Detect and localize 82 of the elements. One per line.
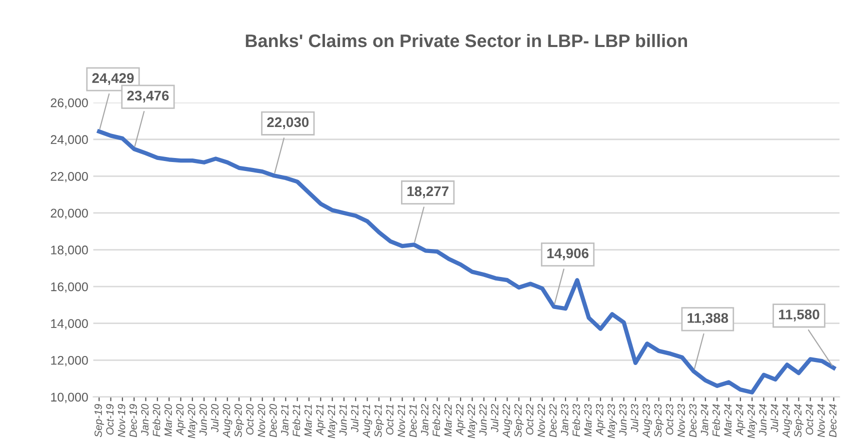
x-tick-label: Jul-20 [210,404,219,432]
x-tick-label: Sep-20 [234,404,244,438]
x-tick-label: Feb-21 [292,404,300,437]
x-tick-label: Mar-20 [164,404,172,436]
x-tick-label: Nov-21 [398,404,406,438]
x-tick-label: May-21 [328,404,338,438]
x-tick-label: Oct-22 [526,404,534,435]
x-tick-label: Jan-20 [141,404,149,436]
x-tick-label: Jan-23 [560,404,568,436]
x-tick-label: Nov-20 [258,404,266,438]
y-tick-label: 12,000 [51,356,88,366]
y-tick-label: 24,000 [50,135,88,146]
y-tick-label: 10,000 [51,392,88,404]
x-tick-label: Sep-23 [654,404,664,438]
x-tick-label: May-24 [747,404,757,438]
y-tick-label: 18,000 [51,246,88,256]
x-tick-label: Dec-24 [829,404,836,438]
x-tick-label: Dec-19 [130,404,137,438]
x-tick-label: Jun-21 [339,404,347,436]
y-tick-label: 16,000 [51,282,88,293]
x-tick-label: Sep-19 [94,404,104,438]
y-tick-label: 22,000 [50,172,88,182]
x-tick-label: Mar-23 [584,404,592,436]
x-tick-label: Mar-24 [724,404,732,436]
annotation: 23,476 [127,90,169,103]
annotation: 22,030 [267,117,309,130]
x-tick-label: May-20 [188,404,198,438]
x-tick-label: Jan-22 [421,404,428,436]
x-tick-label: Jun-22 [479,404,487,436]
x-tick-label: Oct-23 [666,404,674,435]
x-tick-label: May-23 [608,404,618,438]
line-series [97,129,836,394]
x-tick-label: Jun-24 [759,404,767,436]
x-tick-label: Dec-22 [549,404,557,438]
x-tick-label: Aug-21 [362,404,372,438]
x-tick-label: Apr-20 [176,404,186,436]
x-tick-label: Apr-21 [316,404,326,436]
annotation: 14,906 [547,248,588,260]
x-tick-label: Jun-23 [619,404,627,436]
x-tick-label: Aug-20 [222,404,232,438]
x-tick-label: Feb-22 [432,404,440,437]
x-tick-label: Nov-22 [538,404,545,438]
x-tick-label: Apr-23 [596,404,606,436]
x-tick-label: Jul-22 [490,404,498,432]
x-tick-label: Aug-24 [782,404,792,438]
x-tick-label: Nov-19 [118,404,126,438]
x-tick-label: Jul-24 [770,404,778,432]
chart-title: Banks' Claims on Private Sector in LBP- LBP billion [246,34,688,48]
x-tick-label: Sep-24 [794,404,804,438]
x-tick-label: Aug-22 [502,404,512,438]
x-tick-label: Dec-20 [269,404,277,438]
x-tick-label: Apr-22 [456,404,466,436]
x-tick-label: Feb-20 [152,404,160,437]
annotation: 11,388 [688,313,728,325]
y-tick-label: 26,000 [50,98,88,109]
x-tick-label: Feb-23 [572,404,580,437]
x-tick-label: Dec-23 [689,404,697,438]
annotation: 11,580 [778,310,820,322]
x-tick-label: Jul-23 [630,404,638,432]
y-tick-label: 20,000 [50,208,88,220]
x-tick-label: Jan-24 [700,404,708,436]
y-tick-label: 14,000 [51,319,88,330]
x-tick-label: Aug-23 [642,404,652,438]
x-tick-label: Oct-19 [106,404,114,435]
x-tick-label: Oct-21 [386,404,394,435]
x-tick-label: Dec-21 [409,404,417,438]
x-tick-label: Jul-21 [350,404,358,432]
x-tick-label: Jun-20 [199,404,207,436]
x-tick-label: Oct-24 [806,404,814,435]
x-tick-label: Nov-23 [678,404,685,438]
x-tick-label: Feb-24 [712,404,720,437]
x-tick-label: Sep-21 [374,404,384,438]
x-tick-label: Sep-22 [514,404,524,438]
x-tick-label: May-22 [468,404,478,438]
x-tick-label: Nov-24 [817,404,825,438]
x-tick-label: Apr-24 [736,404,746,436]
annotation: 24,429 [92,73,134,86]
x-tick-label: Oct-20 [246,404,254,435]
annotation: 18,277 [407,186,448,198]
x-tick-label: Jan-21 [281,404,288,436]
x-tick-label: Mar-22 [444,404,452,436]
x-tick-label: Mar-21 [304,404,312,436]
